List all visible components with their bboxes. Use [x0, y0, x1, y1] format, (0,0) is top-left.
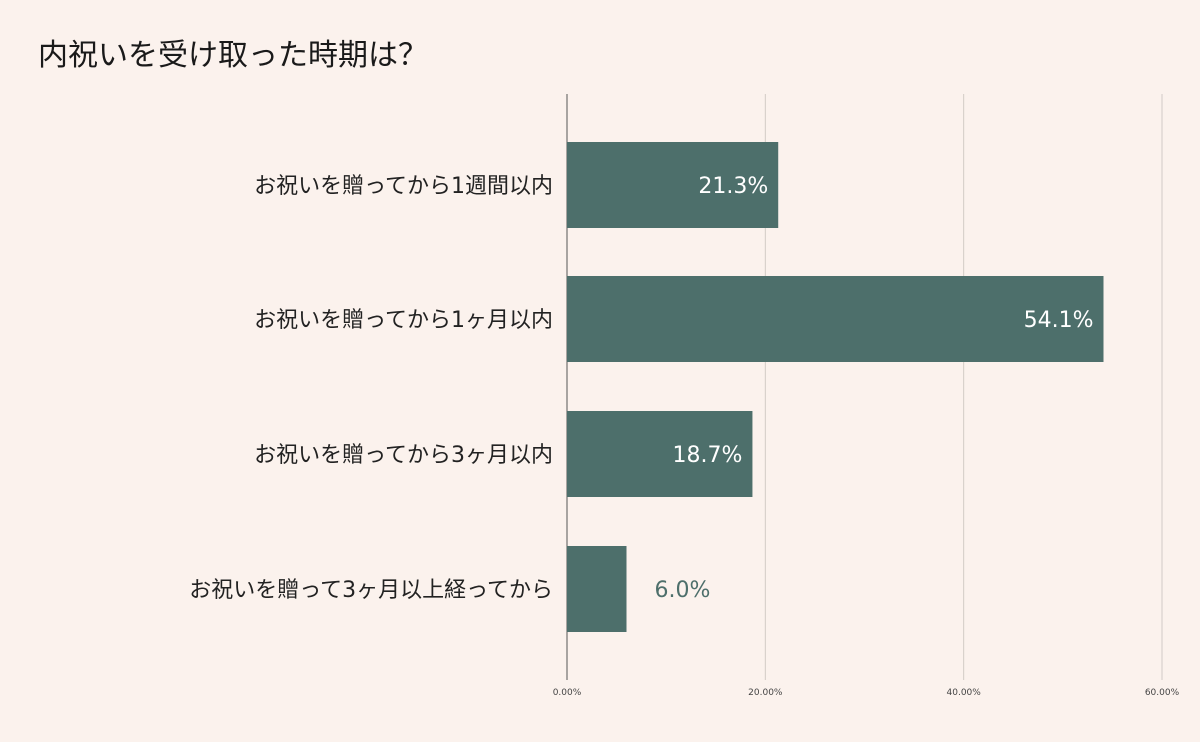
data-label: 6.0% — [655, 578, 711, 603]
category-label: お祝いを贈って3ヶ月以上経ってから — [189, 578, 553, 603]
chart-title: 内祝いを受け取った時期は？ — [38, 38, 428, 73]
bar — [567, 411, 753, 497]
data-label: 21.3% — [698, 174, 768, 199]
bar — [567, 276, 1104, 362]
bar — [567, 546, 627, 632]
data-label: 54.1% — [1024, 308, 1094, 333]
x-tick-label: 0.00% — [553, 688, 582, 698]
category-label: お祝いを贈ってから1週間以内 — [254, 174, 553, 199]
bar — [567, 142, 779, 228]
x-tick-label: 40.00% — [947, 688, 982, 698]
x-tick-label: 20.00% — [748, 688, 783, 698]
category-label: お祝いを贈ってから3ヶ月以内 — [254, 443, 553, 468]
category-label: お祝いを贈ってから1ヶ月以内 — [254, 308, 553, 333]
x-tick-label: 60.00% — [1145, 688, 1180, 698]
data-label: 18.7% — [673, 443, 743, 468]
